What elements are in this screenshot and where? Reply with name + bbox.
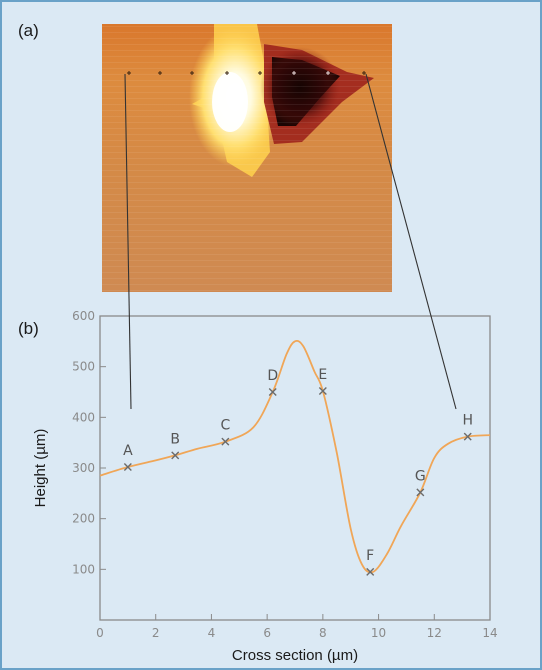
callout-line-start — [124, 73, 132, 410]
point-label-b: B — [170, 431, 180, 447]
x-axis: 0 2 4 6 8 10 12 14 — [96, 614, 498, 640]
x-tick-label: 2 — [152, 626, 160, 640]
point-label-a: A — [123, 443, 133, 459]
y-axis-title: Height (µm) — [32, 429, 49, 508]
afm-image — [102, 24, 392, 292]
point-marker-e — [318, 386, 327, 395]
point-label-d: D — [267, 368, 278, 384]
height-profile-line — [99, 339, 491, 574]
panel-a-label: (a) — [18, 21, 39, 40]
point-label-c: C — [220, 418, 230, 434]
x-tick-label: 6 — [263, 626, 271, 640]
plot-frame — [99, 315, 491, 621]
x-tick-label: 12 — [427, 626, 442, 640]
point-marker-g — [416, 488, 425, 497]
y-tick-label: 100 — [72, 562, 95, 576]
point-label-f: F — [366, 548, 374, 564]
y-tick-label: 200 — [72, 512, 95, 526]
y-tick-label: 300 — [72, 461, 95, 475]
point-label-e: E — [318, 367, 327, 383]
panel-b-label: (b) — [18, 319, 39, 338]
y-tick-label: 500 — [72, 360, 95, 374]
y-axis: 100 200 300 400 500 600 — [72, 309, 106, 576]
x-tick-label: 14 — [482, 626, 497, 640]
point-label-g: G — [415, 468, 426, 484]
x-tick-label: 4 — [208, 626, 216, 640]
scan-line-markers — [127, 71, 366, 75]
x-axis-title: Cross section (µm) — [232, 647, 358, 664]
point-label-h: H — [462, 413, 473, 429]
x-tick-label: 0 — [96, 626, 104, 640]
point-marker-d — [268, 388, 277, 396]
point-marker-h — [463, 432, 472, 441]
y-tick-label: 600 — [72, 309, 95, 323]
y-tick-label: 400 — [72, 410, 95, 424]
point-marker-f — [366, 567, 375, 576]
x-tick-label: 8 — [319, 626, 327, 640]
point-markers: A B C D E F G H — [123, 367, 473, 576]
x-tick-label: 10 — [371, 626, 386, 640]
callout-line-end — [365, 73, 457, 410]
point-marker-a — [123, 462, 132, 471]
point-marker-b — [171, 451, 180, 460]
point-marker-c — [221, 437, 230, 446]
